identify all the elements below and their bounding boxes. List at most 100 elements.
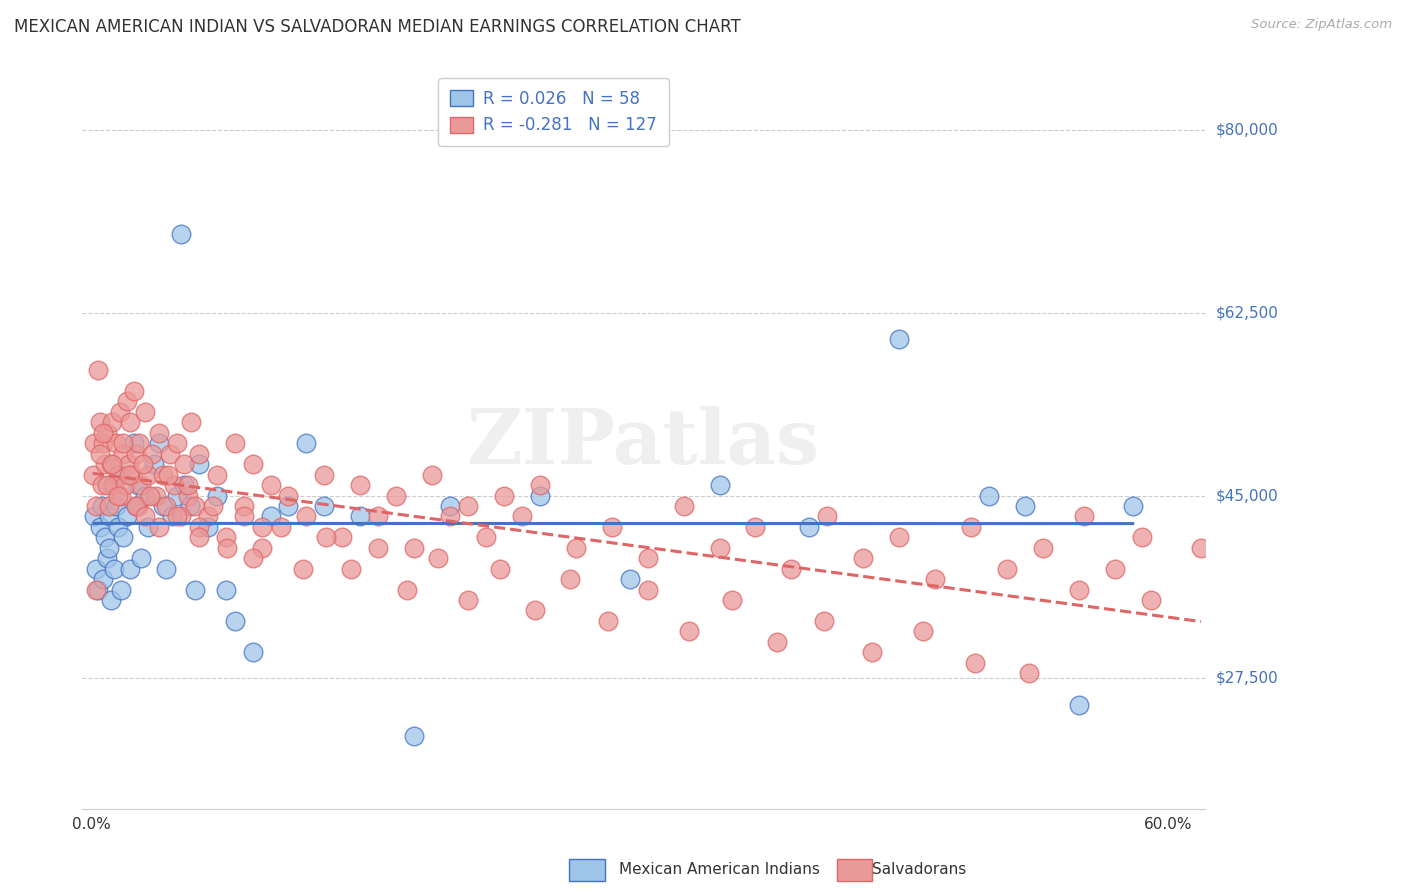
Point: [107, 489, 129, 503]
Point: [159, 447, 181, 461]
Point: [205, 489, 228, 503]
Text: MEXICAN AMERICAN INDIAN VS SALVADORAN MEDIAN EARNINGS CORRELATION CHART: MEXICAN AMERICAN INDIAN VS SALVADORAN ME…: [14, 18, 741, 36]
Point: [108, 467, 131, 482]
Point: [1073, 509, 1095, 524]
Point: [598, 614, 620, 628]
Point: [125, 447, 148, 461]
Point: [94, 457, 117, 471]
Point: [105, 499, 128, 513]
Point: [340, 562, 363, 576]
Point: [295, 509, 318, 524]
Point: [139, 489, 162, 503]
Point: [87, 582, 110, 597]
Point: [314, 499, 336, 513]
Point: [127, 499, 149, 513]
Point: [138, 467, 160, 482]
Point: [1032, 541, 1054, 555]
Point: [89, 415, 111, 429]
Point: [224, 436, 246, 450]
Point: [457, 593, 479, 607]
Point: [242, 551, 264, 566]
Point: [93, 436, 115, 450]
Point: [93, 425, 115, 440]
Point: [709, 541, 731, 555]
Point: [160, 509, 183, 524]
Point: [155, 499, 177, 513]
Point: [404, 541, 426, 555]
Point: [152, 499, 174, 513]
Point: [103, 478, 125, 492]
Point: [259, 509, 281, 524]
Point: [214, 582, 236, 597]
Point: [475, 530, 498, 544]
Point: [103, 562, 125, 576]
Point: [420, 467, 443, 482]
Point: [107, 467, 129, 482]
Point: [224, 614, 246, 628]
Point: [439, 509, 461, 524]
Point: [330, 530, 353, 544]
Point: [510, 509, 533, 524]
Point: [270, 520, 292, 534]
Text: $27,500: $27,500: [1216, 671, 1278, 686]
Point: [678, 624, 700, 639]
Point: [184, 582, 207, 597]
Point: [100, 457, 122, 471]
Point: [96, 478, 118, 492]
Point: [157, 467, 180, 482]
Point: [120, 415, 142, 429]
Point: [134, 405, 156, 419]
Point: [242, 645, 264, 659]
Point: [963, 656, 986, 670]
Point: [277, 499, 299, 513]
Text: $62,500: $62,500: [1216, 305, 1278, 320]
Point: [489, 562, 512, 576]
Point: [110, 489, 132, 503]
Point: [250, 520, 273, 534]
Point: [349, 478, 371, 492]
Point: [291, 562, 314, 576]
Point: [314, 467, 336, 482]
Point: [457, 499, 479, 513]
Point: [217, 541, 239, 555]
Point: [84, 562, 107, 576]
Point: [101, 457, 124, 471]
Point: [148, 520, 170, 534]
Point: [129, 551, 152, 566]
Point: [84, 582, 107, 597]
Point: [152, 467, 174, 482]
Point: [523, 603, 546, 617]
Point: [187, 457, 209, 471]
Point: [83, 509, 105, 524]
Point: [744, 520, 766, 534]
Point: [125, 499, 148, 513]
Point: [780, 562, 803, 576]
Point: [197, 509, 219, 524]
Point: [439, 499, 461, 513]
Point: [565, 541, 588, 555]
Point: [1067, 582, 1090, 597]
Point: [315, 530, 337, 544]
Point: [128, 436, 150, 450]
Point: [110, 582, 132, 597]
Text: Mexican American Indians: Mexican American Indians: [619, 863, 820, 877]
Point: [97, 541, 120, 555]
Point: [170, 227, 193, 242]
Point: [492, 489, 515, 503]
Point: [426, 551, 449, 566]
Point: [1189, 541, 1212, 555]
Point: [115, 509, 138, 524]
Point: [995, 562, 1018, 576]
Point: [672, 499, 695, 513]
Point: [177, 478, 200, 492]
Point: [813, 614, 835, 628]
Point: [637, 582, 659, 597]
Point: [395, 582, 418, 597]
Point: [259, 478, 281, 492]
Legend: R = 0.026   N = 58, R = -0.281   N = 127: R = 0.026 N = 58, R = -0.281 N = 127: [439, 78, 669, 146]
Text: $80,000: $80,000: [1216, 122, 1278, 137]
Point: [815, 509, 838, 524]
Point: [214, 530, 236, 544]
Point: [179, 499, 201, 513]
Point: [1018, 666, 1040, 681]
